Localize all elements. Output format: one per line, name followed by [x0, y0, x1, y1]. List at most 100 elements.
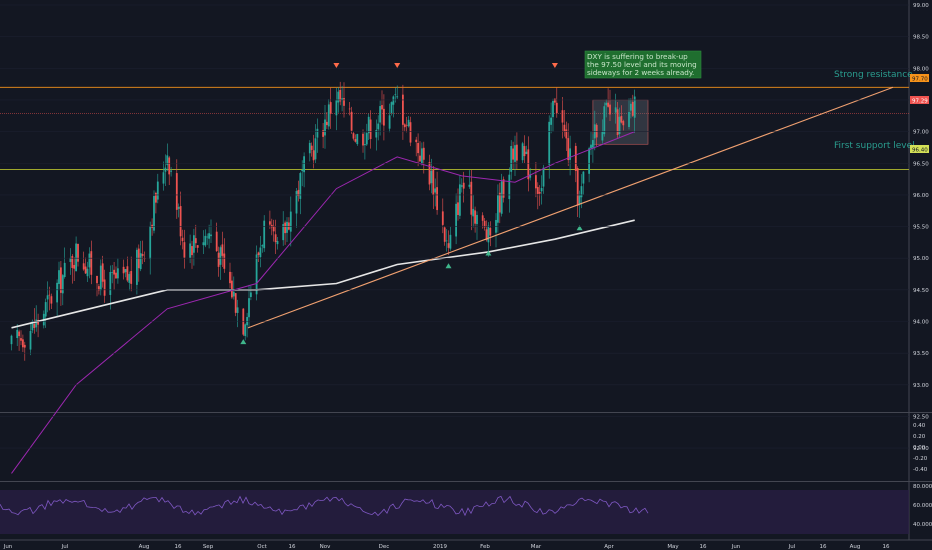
candle-body: [259, 247, 262, 258]
x-tick-label: 2019: [433, 544, 447, 550]
candle-body: [84, 266, 87, 274]
candle-body: [474, 210, 476, 224]
y-tick-label: 96.00: [913, 193, 929, 199]
osc2-tick-label: 80.0000: [913, 484, 932, 490]
note-line-3: sideways for 2 weeks already.: [587, 68, 694, 77]
candle-body: [217, 252, 220, 267]
candle-body: [248, 298, 250, 318]
x-tick-label: Jul: [788, 544, 796, 550]
candle-body: [46, 295, 49, 300]
candle-body: [462, 182, 465, 189]
candle-body: [126, 266, 129, 281]
candle-body: [189, 243, 191, 258]
candle-body: [329, 102, 332, 114]
candle-body: [183, 242, 186, 258]
candle-body: [603, 106, 606, 135]
x-tick-label: Aug: [850, 544, 861, 550]
candle-body: [122, 266, 125, 274]
candle-body: [297, 189, 300, 197]
candle-body: [377, 123, 380, 130]
y-tick-label: 99.00: [913, 3, 929, 9]
y-tick-label: 92.50: [913, 414, 929, 420]
candle-body: [327, 104, 330, 127]
candle-body: [204, 235, 207, 246]
osc1-tick-label: -0.40: [913, 467, 928, 473]
note-line-1: DXY is suffering to break-up: [587, 52, 688, 61]
x-tick-label: Jul: [61, 544, 69, 550]
candle-body: [196, 245, 199, 248]
x-tick-label: Oct: [257, 544, 267, 550]
candle-body: [536, 187, 539, 194]
candle-body: [468, 184, 471, 187]
candle-body: [388, 115, 391, 129]
candle-body: [194, 238, 197, 244]
candle-body: [229, 271, 231, 284]
candle-body: [383, 108, 385, 126]
candle-body: [622, 121, 625, 126]
candle-body: [162, 172, 165, 184]
candle-body: [18, 331, 20, 337]
candle-body: [236, 307, 239, 313]
candle-body: [616, 109, 619, 136]
candle-body: [274, 234, 277, 243]
candle-body: [588, 148, 590, 174]
candle-body: [381, 105, 383, 110]
y-tick-label: 97.00: [913, 130, 929, 136]
candle-body: [208, 233, 210, 239]
candle-body: [269, 221, 271, 225]
candle-body: [250, 292, 252, 297]
x-tick-label: May: [667, 544, 679, 550]
candle-body: [288, 222, 290, 230]
candle-body: [555, 102, 558, 114]
sell-arrow-marker: [394, 63, 401, 68]
candle-body: [369, 119, 372, 140]
candle-body: [341, 98, 343, 101]
candle-body: [630, 103, 632, 111]
candle-body: [299, 173, 302, 199]
candle-body: [354, 139, 357, 142]
resistance-label: Strong resistance.: [834, 70, 916, 80]
candle-body: [607, 102, 609, 107]
candle-body: [289, 211, 292, 232]
x-tick-label: 16: [175, 544, 182, 550]
candle-body: [447, 243, 450, 248]
candle-body: [538, 191, 541, 194]
candle-body: [58, 270, 60, 285]
candle-body: [295, 191, 298, 214]
y-tick-label: 92.00: [913, 446, 929, 452]
y-tick-label: 95.00: [913, 256, 929, 262]
candle-body: [179, 206, 182, 237]
candle-body: [580, 186, 583, 198]
sell-arrow-marker: [333, 63, 340, 68]
candle-body: [516, 144, 518, 161]
candle-body: [219, 247, 222, 265]
candle-body: [552, 100, 554, 118]
candle-body: [535, 175, 537, 189]
candle-body: [136, 249, 138, 285]
candle-body: [86, 268, 89, 277]
candle-body: [502, 179, 505, 198]
candle-body: [124, 269, 127, 273]
candle-body: [215, 231, 218, 252]
x-tick-label: Jun: [731, 544, 741, 550]
candle-body: [523, 146, 526, 157]
candle-body: [618, 116, 621, 135]
candle-body: [61, 275, 64, 294]
candle-body: [432, 169, 435, 196]
candle-body: [508, 174, 511, 200]
candle-body: [620, 116, 623, 123]
candle-body: [90, 251, 93, 275]
candle-body: [141, 254, 144, 256]
candle-body: [525, 151, 528, 154]
candle-body: [322, 130, 324, 137]
candle-body: [223, 253, 226, 269]
candle-body: [257, 252, 260, 255]
note-line-2: the 97.50 level and its moving: [587, 60, 697, 69]
candle-body: [117, 268, 119, 279]
candle-body: [261, 245, 264, 247]
candle-body: [156, 181, 159, 200]
y-tick-label: 98.50: [913, 35, 929, 41]
last-price-tag-text: 97.29: [912, 98, 928, 104]
x-tick-label: Apr: [604, 544, 614, 550]
